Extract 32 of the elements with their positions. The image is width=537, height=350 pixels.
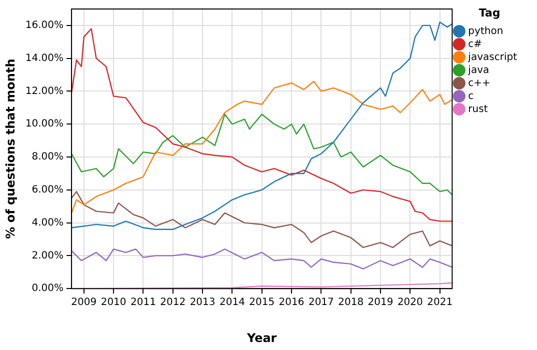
y-tick-label: 12.00% <box>25 86 64 97</box>
legend-label: c# <box>468 38 482 50</box>
x-tick-label: 2020 <box>397 297 423 308</box>
y-tick-label: 2.00% <box>32 250 64 262</box>
x-tick-label: 2019 <box>368 297 394 308</box>
x-tick-label: 2015 <box>249 297 275 308</box>
legend-label: javascript <box>467 52 518 63</box>
legend-title: Tag <box>478 6 500 20</box>
y-tick-label: 6.00% <box>32 184 64 196</box>
y-tick-label: 14.00% <box>25 52 64 64</box>
y-tick-label: 0.00% <box>32 283 64 294</box>
x-tick-label: 2014 <box>219 297 245 308</box>
x-tick-label: 2012 <box>160 297 186 308</box>
legend-label: python <box>468 26 504 37</box>
y-tick-label: 8.00% <box>32 152 64 163</box>
legend-label: c <box>468 90 474 102</box>
x-tick-label: 2016 <box>278 297 304 308</box>
y-axis-title: % of questions that month <box>3 58 18 239</box>
x-tick-label: 2018 <box>338 297 364 308</box>
legend-label: java <box>467 64 490 76</box>
x-tick-label: 2021 <box>427 297 453 308</box>
y-tick-label: 4.00% <box>32 217 64 228</box>
legend-label: c++ <box>468 78 490 89</box>
legend-label: rust <box>468 104 488 115</box>
x-tick-label: 2011 <box>130 297 156 308</box>
x-tick-label: 2013 <box>190 297 216 308</box>
x-tick-label: 2009 <box>71 297 97 308</box>
y-tick-label: 16.00% <box>25 20 64 32</box>
x-axis-title: Year <box>246 330 277 345</box>
x-tick-label: 2010 <box>100 297 126 308</box>
x-tick-label: 2017 <box>308 297 334 308</box>
y-tick-label: 10.00% <box>25 118 64 130</box>
